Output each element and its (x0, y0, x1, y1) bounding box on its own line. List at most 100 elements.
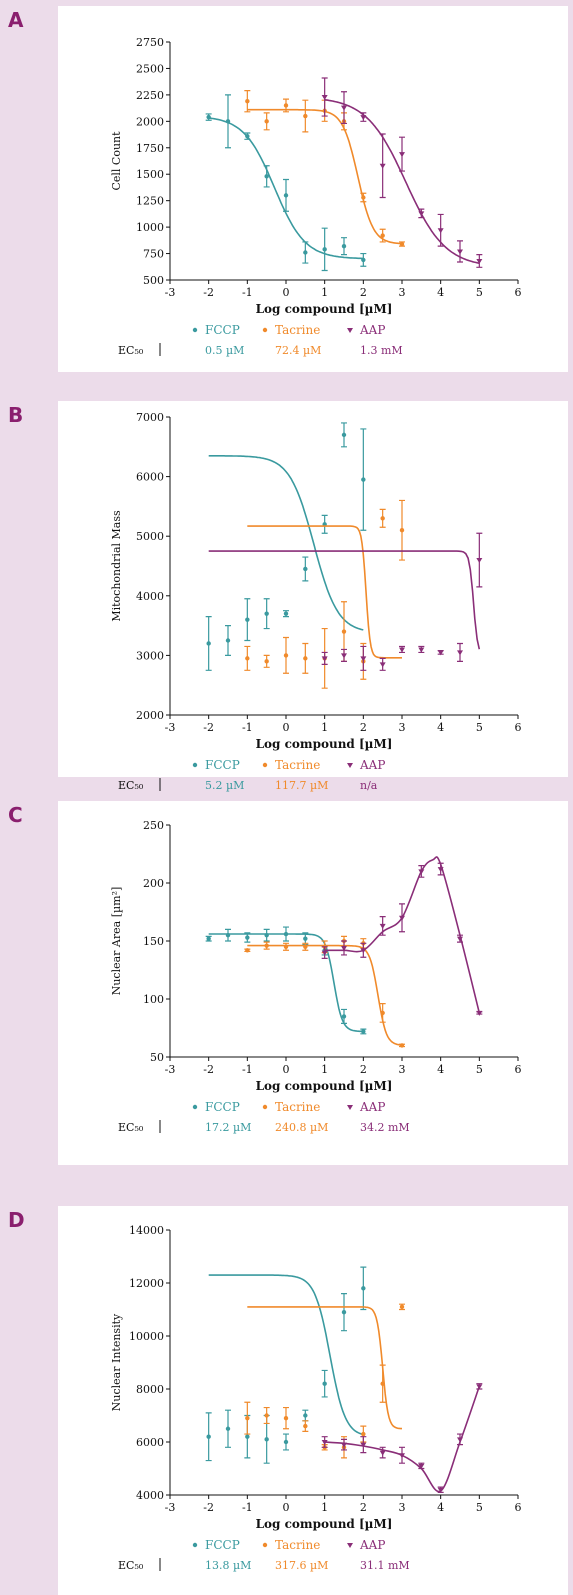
data-point (264, 119, 269, 124)
x-tick-label: 5 (476, 286, 483, 299)
data-point (418, 1463, 425, 1469)
data-point (321, 95, 328, 101)
data-point (399, 647, 405, 653)
data-point (399, 1453, 405, 1459)
y-tick-label: 8000 (136, 1383, 164, 1396)
panel-a: A 500 750 1000 1250 1500 1750 2000 2250 2500 2750-… (0, 0, 573, 372)
panel-d: D 4000 6000 8000 10000 12000 14000 -3 -2 -1 0 1 2 3 4 5… (0, 1200, 573, 1595)
data-point (380, 233, 385, 238)
data-point (283, 653, 289, 658)
fit-curve (324, 99, 480, 265)
legend-marker-tacrine (262, 327, 268, 333)
data-point (245, 656, 250, 661)
x-tick-label: 2 (360, 1501, 367, 1514)
data-point (225, 119, 231, 124)
data-point (341, 945, 347, 951)
data-point (476, 1010, 483, 1016)
legend-label-tacrine: Tacrine (275, 758, 320, 772)
x-tick-label: 1 (321, 1063, 328, 1076)
ec50-value-aap: 31.1 mM (360, 1559, 410, 1572)
data-point (245, 99, 250, 104)
data-point (303, 1423, 308, 1429)
x-axis-label: Log compound [µM] (256, 302, 393, 316)
data-point (245, 1434, 250, 1439)
data-point (303, 656, 308, 661)
legend-marker-tacrine (262, 762, 268, 768)
ec50-value-tacrine: 72.4 µM (275, 344, 321, 357)
y-tick-label: 250 (143, 819, 164, 832)
data-point (361, 195, 366, 200)
series-aap (321, 77, 483, 268)
x-tick-label: -1 (242, 286, 253, 299)
ec50-value-tacrine: 317.6 µM (275, 1559, 328, 1572)
x-tick-label: 0 (283, 1063, 290, 1076)
panel-background (58, 401, 568, 777)
data-point (283, 944, 289, 949)
data-point (379, 163, 386, 169)
data-point (418, 869, 425, 875)
panel-letter: C (8, 803, 23, 827)
ec50-label: EC₅₀ (118, 779, 144, 792)
x-tick-label: 6 (515, 286, 522, 299)
data-point (380, 1010, 385, 1016)
data-point (341, 653, 347, 659)
y-tick-label: 12000 (129, 1277, 164, 1290)
y-tick-label: 1000 (136, 221, 164, 234)
ec50-value-aap: 1.3 mM (360, 344, 403, 357)
ec50-value-aap: 34.2 mM (360, 1121, 410, 1134)
data-point (476, 1384, 483, 1390)
fit-curve (324, 1386, 481, 1493)
x-tick-label: 3 (399, 286, 406, 299)
x-tick-label: 4 (437, 721, 444, 734)
data-point (380, 516, 385, 521)
data-point (457, 936, 463, 942)
data-point (303, 944, 308, 949)
panel-letter: A (8, 8, 24, 32)
data-point (264, 933, 269, 938)
legend-marker-aap (347, 763, 353, 768)
panel-b: B 2000 3000 4000 5000 6000 7000 -3 -2 -1 0 1 2 3 4 5 6 Lo… (0, 395, 573, 792)
y-tick-label: 1750 (136, 142, 164, 155)
y-tick-label: 1250 (136, 195, 164, 208)
data-point (245, 617, 250, 622)
ec50-label: EC₅₀ (118, 344, 144, 357)
data-point (437, 1487, 444, 1493)
y-axis-label: Nuclear Area [µm²] (110, 887, 123, 996)
x-tick-label: 2 (360, 1063, 367, 1076)
ec50-label: EC₅₀ (118, 1121, 144, 1134)
data-point (264, 943, 269, 948)
y-tick-label: 4000 (136, 1489, 164, 1502)
legend-label-fccp: FCCP (205, 758, 240, 772)
data-point (399, 152, 405, 158)
data-point (341, 243, 347, 249)
data-point (283, 931, 289, 937)
data-point (341, 629, 347, 634)
x-tick-label: 4 (437, 1501, 444, 1514)
panel-letter: D (8, 1208, 25, 1232)
x-tick-label: 6 (515, 721, 522, 734)
x-tick-label: -2 (203, 721, 214, 734)
y-tick-label: 750 (143, 248, 164, 261)
x-tick-label: -2 (203, 286, 214, 299)
fit-curve (208, 550, 481, 650)
x-tick-label: -2 (203, 1501, 214, 1514)
data-point (303, 113, 308, 119)
legend-label-aap: AAP (359, 1538, 385, 1552)
data-point (264, 1437, 269, 1442)
data-point (303, 936, 308, 941)
data-point (283, 1439, 289, 1445)
data-point (457, 249, 463, 255)
legend-label-tacrine: Tacrine (275, 1100, 320, 1114)
y-tick-label: 200 (143, 877, 164, 890)
x-tick-label: 6 (515, 1063, 522, 1076)
fit-curve (247, 944, 403, 1046)
panel-background (58, 1206, 568, 1595)
legend-marker-tacrine (262, 1104, 268, 1110)
legend-marker-aap (347, 1105, 353, 1110)
x-tick-label: 3 (399, 721, 406, 734)
x-tick-label: 6 (515, 1501, 522, 1514)
legend-label-tacrine: Tacrine (275, 323, 320, 337)
x-tick-label: 5 (476, 1501, 483, 1514)
x-tick-label: 0 (283, 286, 290, 299)
data-point (360, 1442, 367, 1448)
